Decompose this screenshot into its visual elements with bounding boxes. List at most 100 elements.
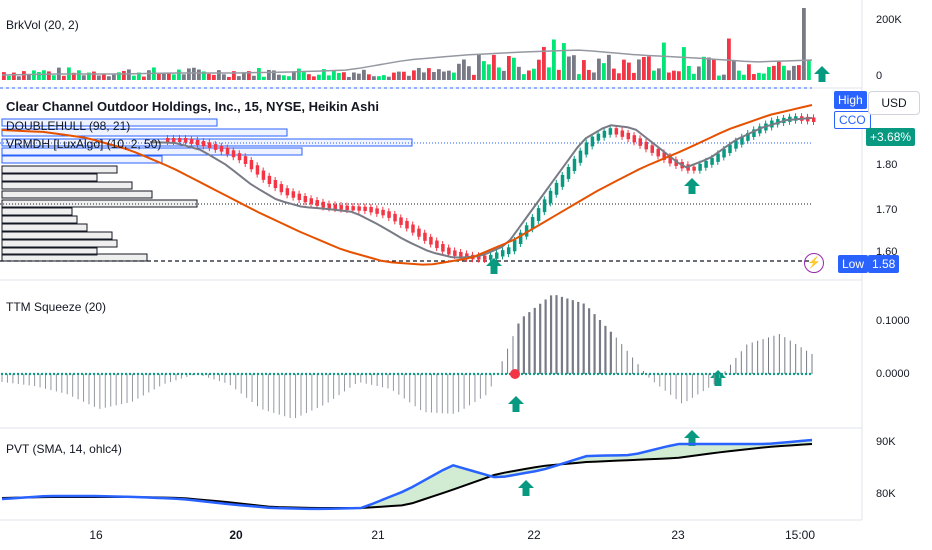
volume-bar — [207, 73, 211, 80]
indicator-doublehull[interactable]: DOUBLEHULL (98, 21) — [6, 119, 131, 133]
volume-bar — [562, 43, 566, 80]
squeeze-dot — [692, 372, 696, 376]
candle-body — [584, 142, 589, 155]
candle-body — [674, 159, 678, 166]
volume-bar — [342, 72, 346, 80]
squeeze-dot — [152, 372, 156, 376]
candle-body — [249, 159, 254, 170]
volume-bar — [82, 75, 86, 80]
squeeze-dot — [88, 372, 92, 376]
squeeze-dot — [12, 372, 16, 376]
volume-bar — [72, 72, 76, 80]
volume-axis-0: 0 — [876, 70, 883, 82]
candle-body — [728, 144, 732, 154]
volume-bar — [522, 74, 526, 80]
volume-bar — [427, 68, 431, 80]
squeeze-dot — [544, 372, 548, 376]
volume-bar — [527, 70, 531, 80]
squeeze-dot — [180, 372, 184, 376]
squeeze-dot — [452, 372, 456, 376]
currency-button[interactable]: USD — [868, 91, 920, 115]
volume-bar — [642, 56, 646, 80]
squeeze-dot — [276, 372, 280, 376]
squeeze-dot — [536, 372, 540, 376]
candle-body — [237, 153, 242, 161]
volume-bar — [762, 73, 766, 80]
candle-body — [524, 225, 529, 237]
squeeze-dot — [0, 372, 4, 376]
squeeze-dot — [128, 372, 132, 376]
volume-profile-bar — [1, 253, 148, 262]
volume-bar — [77, 70, 81, 80]
volume-bar — [367, 74, 371, 80]
volume-bar — [567, 56, 571, 80]
volume-bar — [432, 72, 436, 80]
squeeze-dot — [652, 372, 656, 376]
squeeze-dot — [28, 372, 32, 376]
volume-bar — [397, 71, 401, 80]
squeeze-dot — [96, 372, 100, 376]
lightning-icon[interactable]: ⚡ — [804, 253, 824, 273]
candle-body — [273, 179, 278, 189]
squeeze-dot — [548, 372, 552, 376]
volume-bar — [677, 71, 681, 80]
volume-bar — [722, 74, 726, 80]
volume-bar — [782, 65, 786, 80]
volume-profile-bar — [1, 173, 98, 182]
up-arrow-icon — [814, 66, 830, 82]
indicator-vrmdh[interactable]: VRMDH [LuxAlgo] (10, 2, 50) — [6, 137, 162, 151]
squeeze-dot — [48, 372, 52, 376]
volume-bar — [357, 73, 361, 80]
squeeze-dot — [576, 372, 580, 376]
squeeze-dot — [748, 372, 752, 376]
volume-bar — [92, 71, 96, 80]
volume-bar — [622, 59, 626, 80]
volume-bar — [637, 59, 641, 80]
volume-bar — [507, 56, 511, 80]
volume-bar — [22, 71, 26, 80]
candle-body — [447, 247, 451, 255]
squeeze-dot — [56, 372, 60, 376]
candle-body — [722, 149, 726, 158]
squeeze-dot — [20, 372, 24, 376]
candle-body — [429, 236, 433, 245]
squeeze-dot — [540, 372, 544, 376]
volume-bar — [132, 75, 136, 80]
squeeze-dot — [700, 372, 704, 376]
squeeze-dot — [800, 372, 804, 376]
squeeze-dot — [616, 372, 620, 376]
volume-bar — [87, 72, 91, 80]
squeeze-dot — [708, 372, 712, 376]
candle-body — [399, 217, 403, 225]
candle-body — [536, 208, 541, 221]
candle-body — [566, 166, 571, 179]
squeeze-dot — [588, 372, 592, 376]
squeeze-dot — [688, 372, 692, 376]
candle-body — [255, 165, 260, 175]
volume-bar — [712, 59, 716, 80]
volume-bar — [37, 72, 41, 80]
volume-bar — [222, 74, 226, 80]
ttm-pane-label: TTM Squeeze (20) — [6, 300, 107, 314]
volume-bar — [547, 67, 551, 80]
squeeze-dot — [804, 372, 808, 376]
time-label-23: 23 — [671, 528, 685, 542]
candle-body — [518, 232, 523, 244]
squeeze-dot — [260, 372, 264, 376]
volume-bar — [412, 70, 416, 80]
squeeze-dot — [416, 372, 420, 376]
squeeze-dot — [740, 372, 744, 376]
squeeze-dot — [784, 372, 788, 376]
squeeze-fire-dot — [510, 369, 520, 379]
candle-body — [477, 255, 481, 260]
volume-bar — [12, 72, 16, 80]
pvt-fill — [2, 440, 812, 509]
volume-profile-bar — [1, 231, 113, 240]
squeeze-dot — [752, 372, 756, 376]
candle-body — [321, 201, 326, 208]
volume-bar — [752, 74, 756, 80]
candle-body — [171, 138, 176, 142]
volume-bar — [2, 72, 6, 80]
candle-body — [554, 182, 559, 195]
